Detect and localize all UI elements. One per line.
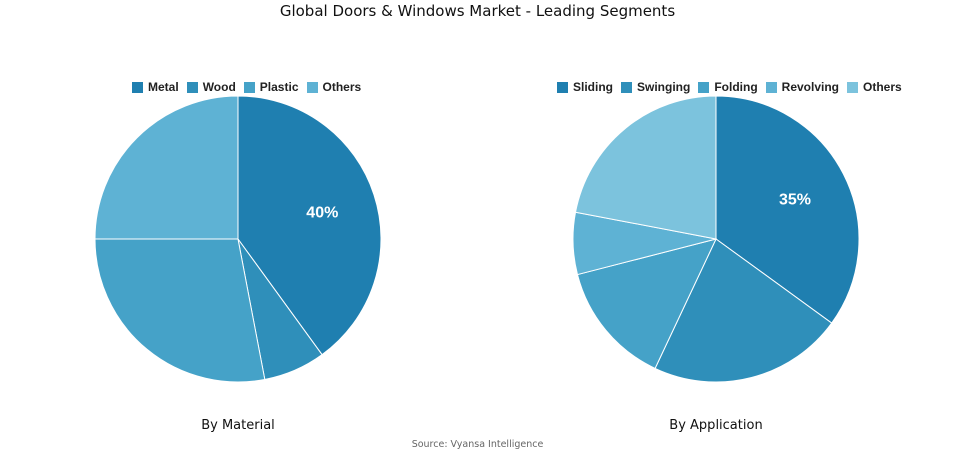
pie-slice-plastic [94, 238, 266, 383]
caption-application: By Application [669, 418, 763, 433]
legend-label: Metal [148, 80, 179, 94]
legend-label: Others [863, 80, 902, 94]
legend-swatch [621, 81, 632, 93]
legend-label: Folding [714, 80, 758, 94]
legend-swatch [132, 81, 143, 93]
pie-slice-metal [237, 95, 382, 356]
legend-swatch [557, 81, 568, 93]
legend-swatch [243, 81, 255, 93]
chart-title: Global Doors & Windows Market - Leading … [279, 2, 676, 20]
caption-material: By Material [201, 418, 275, 433]
legend-item-others: Others [847, 80, 902, 94]
legend-item-sliding: Sliding [557, 80, 613, 94]
legend-label: Wood [202, 80, 236, 94]
legend-label: Plastic [259, 80, 299, 94]
legend-swatch [847, 81, 859, 93]
pie-slice-others [94, 95, 239, 240]
legend-item-wood: Wood [186, 80, 236, 94]
legend-application: Sliding Swinging Folding Revolving Others [557, 80, 902, 94]
legend-material: Metal Wood Plastic Others [132, 80, 361, 94]
pie-slice-others [574, 95, 717, 240]
legend-item-others: Others [306, 80, 362, 94]
legend-item-metal: Metal [132, 80, 179, 94]
legend-label: Swinging [637, 80, 691, 94]
source-note: Source: Vyansa Intelligence [411, 439, 544, 450]
slice-label-sliding: 35% [779, 192, 811, 209]
legend-swatch [306, 81, 318, 93]
legend-item-folding: Folding [698, 80, 758, 94]
legend-item-swinging: Swinging [621, 80, 690, 94]
pie-slice-folding [576, 238, 717, 370]
legend-item-plastic: Plastic [243, 80, 299, 94]
slice-label-metal: 40% [306, 205, 338, 222]
legend-label: Sliding [573, 80, 613, 94]
legend-label: Others [322, 80, 362, 94]
legend-item-revolving: Revolving [765, 80, 840, 94]
legend-swatch [765, 81, 777, 93]
legend-swatch [698, 81, 710, 93]
pie-slice-sliding [715, 95, 860, 324]
legend-swatch [186, 81, 198, 93]
legend-label: Revolving [781, 80, 840, 94]
